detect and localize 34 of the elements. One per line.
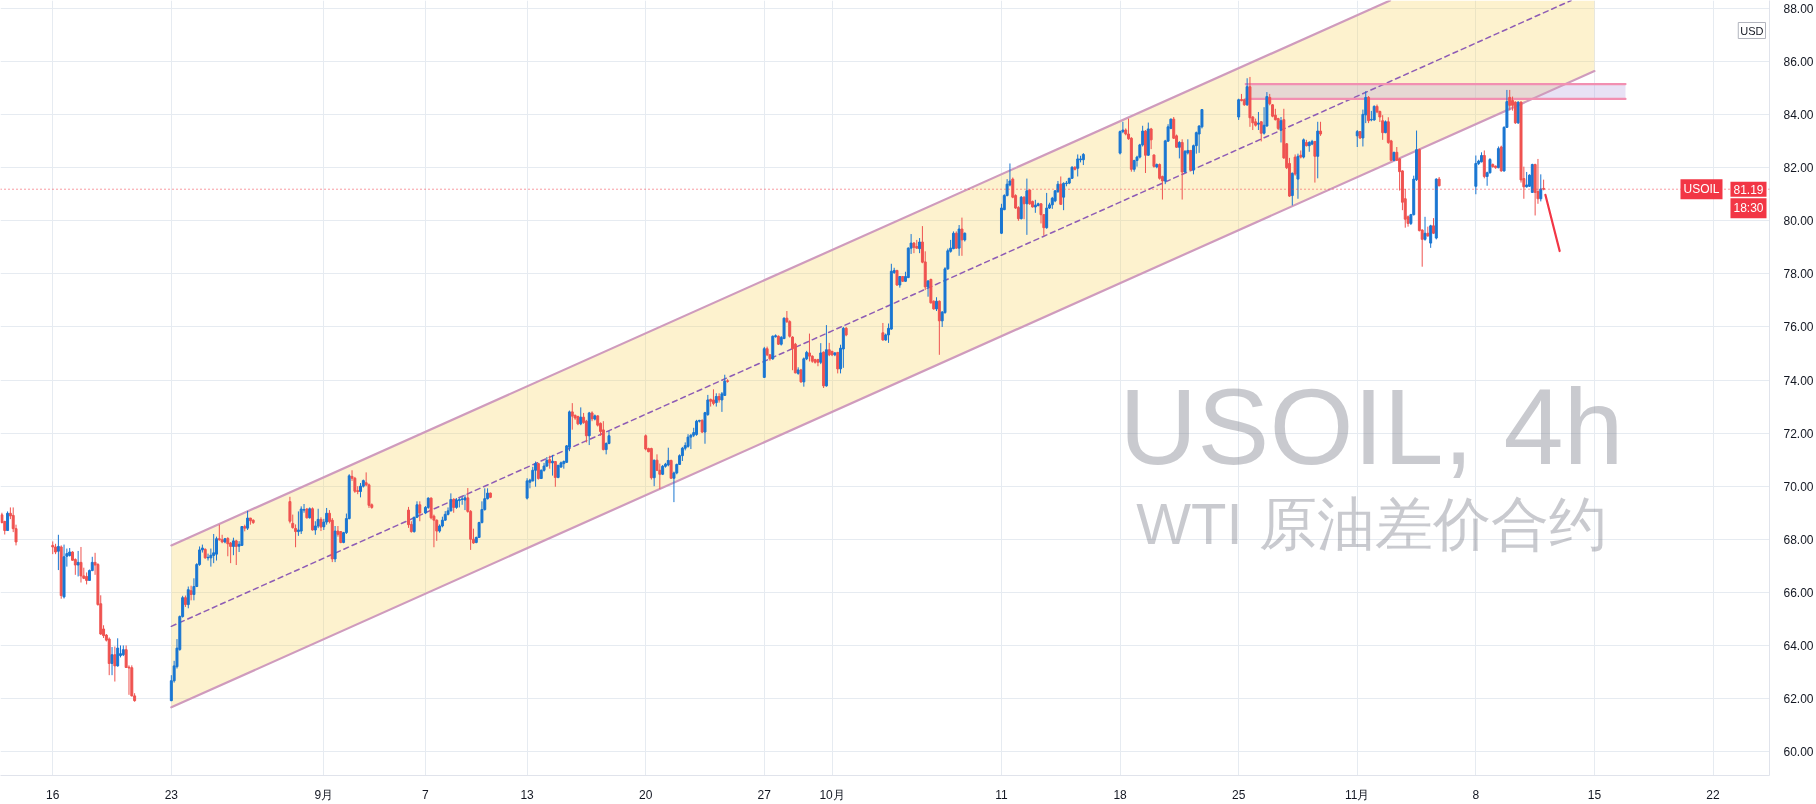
y-tick-label: 86.00 <box>1783 55 1814 70</box>
x-tick-label: 16 <box>46 787 60 802</box>
x-tick-label: 23 <box>164 787 179 802</box>
y-tick-label: 88.00 <box>1783 1 1814 16</box>
x-tick-label: 11月 <box>1345 787 1370 802</box>
y-tick-label: 76.00 <box>1783 320 1814 335</box>
y-tick-label: 68.00 <box>1783 532 1814 547</box>
annotation: 18:30 <box>1733 201 1764 216</box>
x-tick-label: 25 <box>1231 787 1246 802</box>
x-tick-label: 11 <box>995 787 1009 802</box>
y-tick-label: 72.00 <box>1783 426 1814 441</box>
ref-line-label: 81.19 <box>1733 182 1764 197</box>
y-tick-label: 66.00 <box>1783 585 1814 600</box>
x-tick-label: 7 <box>422 787 430 802</box>
y-tick-label: 70.00 <box>1783 479 1814 494</box>
y-tick-label: 82.00 <box>1783 161 1814 176</box>
y-tick-label: 60.00 <box>1783 745 1814 760</box>
x-tick-label: 13 <box>520 787 535 802</box>
x-tick-label: 18 <box>1113 787 1128 802</box>
x-tick-label: 22 <box>1706 787 1721 802</box>
x-tick-label: 8 <box>1472 787 1480 802</box>
x-tick-label: 20 <box>639 787 653 802</box>
y-tick-label: 74.00 <box>1783 373 1814 388</box>
x-tick-label: 10月 <box>819 787 845 802</box>
annotation: USOIL <box>1683 182 1720 197</box>
y-tick-label: 78.00 <box>1783 267 1814 282</box>
y-tick-label: 84.00 <box>1783 108 1814 123</box>
y-tick-label: 62.00 <box>1783 692 1814 707</box>
x-tick-label: 9月 <box>314 787 334 802</box>
x-tick-label: 27 <box>757 787 772 802</box>
y-axis-title: USD <box>1740 24 1764 37</box>
x-tick-label: 15 <box>1587 787 1602 802</box>
y-tick-label: 64.00 <box>1783 638 1814 653</box>
y-tick-label: 80.00 <box>1783 214 1814 229</box>
